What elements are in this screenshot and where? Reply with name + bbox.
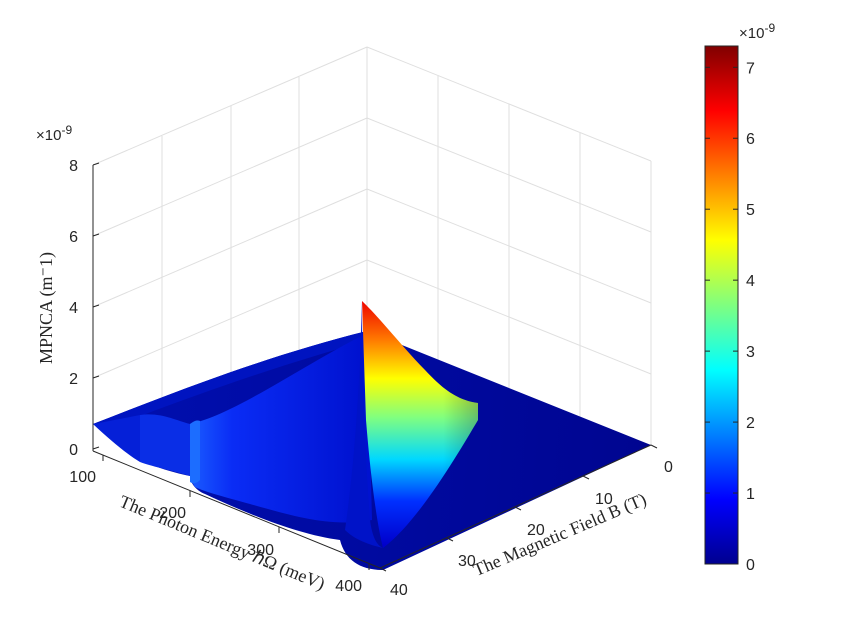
- surface-minor-step: [93, 415, 140, 462]
- y-tick-label: 40: [390, 582, 408, 599]
- x-tick-label: 100: [69, 469, 96, 486]
- colorbar-tick-label: 3: [746, 344, 755, 361]
- surface-secondary-step: [190, 333, 372, 523]
- y-tick-label: 10: [595, 491, 613, 508]
- surface-plot: [93, 301, 651, 570]
- colorbar-tick-label: 2: [746, 415, 755, 432]
- axes-lines: [92, 165, 652, 569]
- z-tick-label: 2: [69, 371, 78, 388]
- z-tick-label: 8: [69, 158, 78, 175]
- grid-back-left: [92, 46, 368, 420]
- z-tick-marks: [92, 162, 100, 450]
- y-tick-marks: [379, 444, 658, 572]
- z-exponent: ×10-9: [36, 123, 72, 144]
- colorbar-tick-label: 4: [746, 273, 755, 290]
- colorbar-gradient: [704, 45, 739, 565]
- svg-text:×10-9: ×10-9: [36, 123, 72, 144]
- x-tick-label: 300: [247, 542, 274, 559]
- colorbar-ticks: 0 1 2 3 4 5 6 7: [705, 60, 755, 574]
- colorbar-tick-label: 6: [746, 131, 755, 148]
- colorbar-tick-label: 1: [746, 486, 755, 503]
- colorbar: 0 1 2 3 4 5 6 7 ×10-9: [704, 21, 775, 574]
- surface-secondary-step-face: [190, 420, 200, 484]
- z-tick-label: 6: [69, 229, 78, 246]
- z-axis-label: MPNCA (m⁻1): [36, 252, 57, 364]
- grid-back-right: [366, 46, 652, 445]
- surface-main-ridge-shade: [362, 301, 478, 548]
- y-tick-label: 30: [458, 553, 476, 570]
- colorbar-tick-label: 0: [746, 557, 755, 574]
- x-tick-label: 400: [335, 578, 362, 595]
- surface-ridge-left-face: [345, 301, 383, 548]
- z-tick-label: 4: [69, 300, 78, 317]
- y-tick-label: 0: [664, 459, 673, 476]
- x-tick-labels: 100 200 300 400: [69, 469, 362, 595]
- surface-minor-step-top: [140, 414, 190, 476]
- y-tick-labels: 0 10 20 30 40: [390, 459, 673, 599]
- x-tick-marks: [102, 455, 370, 570]
- colorbar-exponent: ×10-9: [739, 21, 775, 42]
- surface-back-edge: [93, 331, 383, 428]
- colorbar-tick-label: 7: [746, 60, 755, 77]
- z-tick-labels: 8 6 4 2 0: [69, 158, 78, 459]
- y-tick-label: 20: [527, 522, 545, 539]
- x-tick-label: 200: [159, 505, 186, 522]
- z-tick-label: 0: [69, 442, 78, 459]
- colorbar-tick-label: 5: [746, 202, 755, 219]
